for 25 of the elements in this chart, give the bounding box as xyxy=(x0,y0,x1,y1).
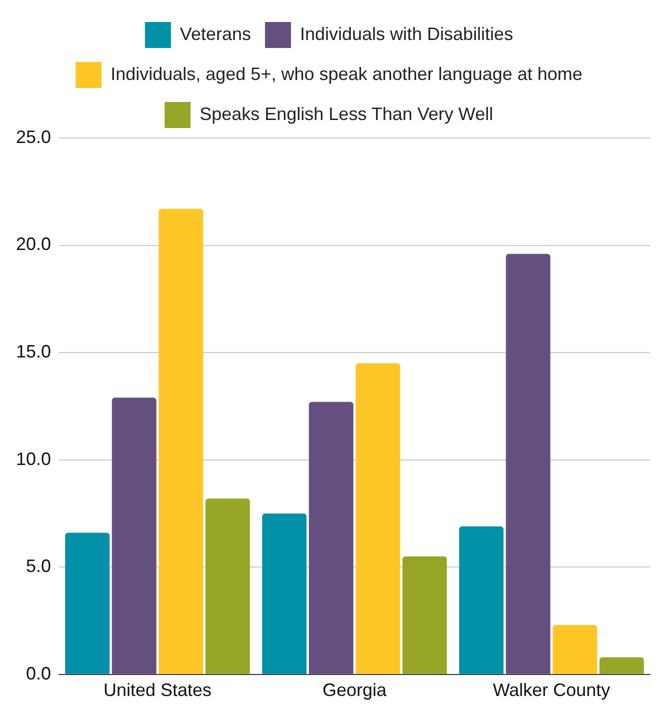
bar xyxy=(262,513,307,674)
y-tick-label: 10.0 xyxy=(16,448,52,469)
y-tick-label: 20.0 xyxy=(16,234,52,254)
x-tick-label: United States xyxy=(103,680,212,700)
bar xyxy=(205,498,250,674)
bar xyxy=(356,363,400,674)
bar xyxy=(158,208,204,674)
bar xyxy=(599,657,644,674)
legend-label: Individuals with Disabilities xyxy=(300,24,514,44)
legend-label: Individuals, aged 5+, who speak another language at home xyxy=(110,64,582,84)
y-tick-label: 0.0 xyxy=(26,663,52,684)
legend-label: Speaks English Less Than Very Well xyxy=(200,104,494,124)
bar xyxy=(65,532,110,674)
bar xyxy=(308,402,354,674)
bar xyxy=(506,254,550,674)
y-tick-label: 5.0 xyxy=(26,556,52,576)
bar xyxy=(402,556,447,674)
x-tick-label: Walker County xyxy=(492,680,610,700)
bar xyxy=(112,398,156,674)
y-tick-label: 15.0 xyxy=(16,342,52,362)
legend-label: Veterans xyxy=(180,24,251,44)
x-tick-label: Georgia xyxy=(322,680,388,700)
y-tick-label: 25.0 xyxy=(16,126,52,147)
bar xyxy=(552,625,598,674)
bar xyxy=(459,526,504,674)
